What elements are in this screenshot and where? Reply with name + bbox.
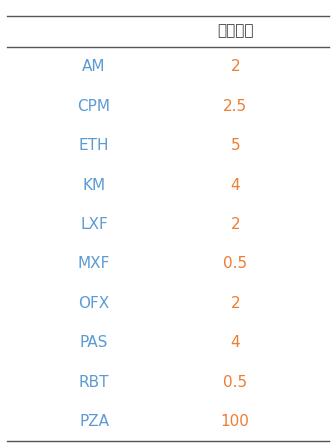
Text: 100: 100 [221,414,250,429]
Text: 2: 2 [230,217,240,232]
Text: 0.5: 0.5 [223,256,247,271]
Text: MXF: MXF [78,256,110,271]
Text: 한계농도: 한계농도 [217,23,253,38]
Text: PZA: PZA [79,414,109,429]
Text: KM: KM [83,177,106,193]
Text: ETH: ETH [79,138,109,153]
Text: 2: 2 [230,59,240,74]
Text: LXF: LXF [80,217,108,232]
Text: 2: 2 [230,296,240,311]
Text: 5: 5 [230,138,240,153]
Text: 0.5: 0.5 [223,375,247,390]
Text: CPM: CPM [78,99,111,114]
Text: 4: 4 [230,335,240,350]
Text: 4: 4 [230,177,240,193]
Text: OFX: OFX [78,296,110,311]
Text: PAS: PAS [80,335,108,350]
Text: RBT: RBT [79,375,109,390]
Text: AM: AM [82,59,106,74]
Text: 2.5: 2.5 [223,99,247,114]
